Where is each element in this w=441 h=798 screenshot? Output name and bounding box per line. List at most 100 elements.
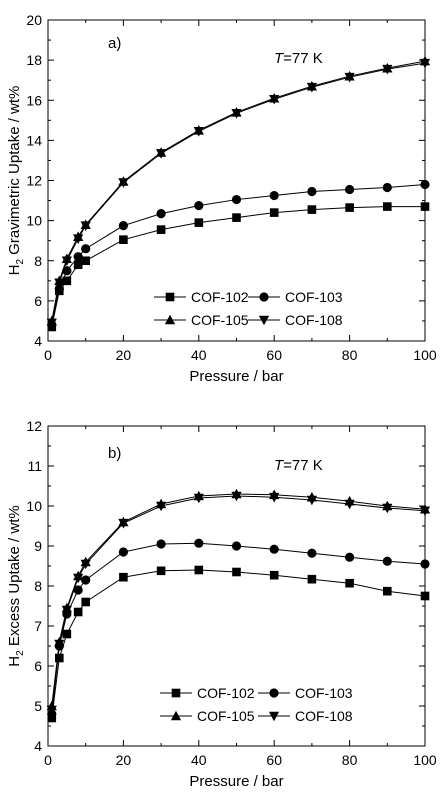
data-point [156, 225, 166, 234]
data-point [81, 575, 91, 585]
data-point [232, 213, 241, 222]
data-point [54, 278, 65, 289]
data-point [231, 108, 242, 119]
data-point [119, 572, 128, 582]
data-point [194, 538, 204, 548]
legend-marker [268, 711, 280, 722]
data-point [420, 202, 430, 211]
data-point [80, 559, 91, 570]
data-point [194, 218, 204, 227]
data-point [156, 501, 167, 512]
data-point [269, 94, 280, 105]
panel-label: a) [108, 35, 121, 52]
x-axis-label: Pressure / bar [189, 773, 283, 790]
data-point [382, 64, 393, 75]
data-point [73, 234, 84, 244]
data-point [345, 552, 355, 562]
data-point [307, 574, 317, 584]
legend-label: COF-105 [191, 312, 249, 328]
legend-item-cof-108: COF-108 [258, 708, 353, 724]
data-point [419, 58, 431, 69]
data-point [118, 518, 129, 529]
temperature-annotation: T=77 K [274, 457, 323, 474]
panel-label: b) [108, 445, 121, 462]
series-line [51, 493, 426, 707]
data-point [383, 202, 392, 211]
data-point [55, 653, 64, 663]
y-tick-label: 4 [34, 738, 42, 754]
series-line [51, 206, 425, 328]
data-point [80, 221, 91, 231]
series-line [51, 495, 426, 711]
y-tick-label: 18 [26, 52, 42, 68]
data-point [62, 629, 72, 639]
data-point [81, 244, 91, 254]
data-point [119, 235, 128, 244]
y-tick-label: 6 [34, 658, 42, 674]
legend-item-cof-102: COF-102 [154, 289, 249, 305]
legend-marker [164, 314, 176, 325]
data-point [73, 252, 83, 262]
data-point [269, 492, 280, 503]
y-tick-label: 10 [26, 498, 42, 514]
x-tick-label: 80 [342, 347, 358, 363]
data-point [269, 190, 279, 201]
data-point [232, 567, 241, 577]
data-point [62, 276, 72, 286]
x-axis-label: Pressure / bar [189, 368, 283, 385]
data-point [269, 208, 279, 217]
data-point [382, 182, 392, 193]
legend-label: COF-105 [197, 708, 255, 724]
data-point [194, 200, 204, 211]
data-point [156, 539, 166, 549]
data-point [382, 556, 392, 566]
legend-label: COF-102 [191, 289, 249, 305]
legend-item-cof-102: COF-102 [160, 685, 255, 701]
y-tick-label: 12 [26, 418, 42, 434]
data-point [81, 256, 90, 266]
data-point [118, 547, 128, 557]
x-tick-label: 0 [44, 752, 52, 768]
data-point [231, 541, 242, 551]
data-point [193, 127, 204, 137]
legend-marker [258, 315, 270, 326]
legend-item-cof-108: COF-108 [248, 312, 343, 328]
y-tick-label: 8 [34, 578, 42, 594]
data-point [231, 491, 242, 502]
legend-marker [171, 688, 181, 698]
data-point [81, 597, 90, 607]
y-axis-label: H2 Gravimetric Uptake / wt% [6, 86, 26, 276]
y-tick-label: 12 [26, 173, 42, 189]
y-tick-label: 11 [27, 458, 42, 474]
data-point [383, 586, 392, 596]
x-tick-label: 60 [266, 347, 282, 363]
legend: COF-102 COF-103 COF-105 COF-108 [160, 685, 353, 724]
data-point [156, 149, 167, 159]
data-point [306, 495, 317, 506]
x-tick-label: 100 [413, 752, 437, 768]
y-tick-label: 6 [34, 293, 42, 309]
data-point [345, 184, 355, 195]
legend-item-cof-103: COF-103 [258, 685, 353, 701]
data-point [420, 591, 430, 601]
data-point [344, 499, 355, 510]
legend-item-cof-105: COF-105 [160, 708, 255, 724]
data-point [118, 178, 129, 188]
data-point [73, 573, 84, 584]
data-point [345, 578, 354, 588]
legend-marker [165, 292, 175, 302]
x-tick-label: 0 [44, 347, 52, 363]
y-axis-label: H2 Excess Uptake / wt% [6, 505, 26, 666]
data-point [307, 186, 317, 197]
data-point [193, 493, 204, 504]
data-point [194, 565, 204, 575]
legend-label: COF-108 [285, 312, 343, 328]
legend-label: COF-102 [197, 685, 255, 701]
legend-marker [269, 688, 279, 698]
temperature-annotation: T=77 K [274, 50, 323, 67]
legend-marker [170, 710, 182, 721]
x-tick-label: 40 [191, 347, 207, 363]
data-point [46, 705, 57, 716]
y-tick-label: 10 [26, 213, 42, 229]
